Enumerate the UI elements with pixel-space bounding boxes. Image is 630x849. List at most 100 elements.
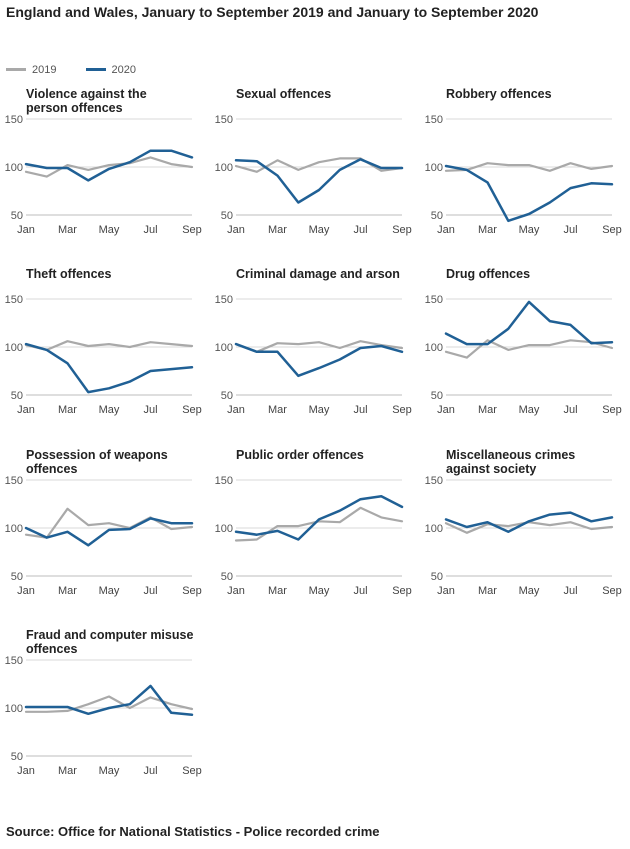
chart-4-x-tick-jan: Jan: [17, 404, 35, 416]
chart-8-y-tick-150: 150: [215, 475, 233, 487]
chart-7-x-tick-jul: Jul: [143, 585, 157, 597]
chart-2-x-tick-jan: Jan: [227, 224, 245, 236]
chart-6-series-2019: [444, 339, 614, 359]
chart-3-x-tick-jan: Jan: [437, 224, 455, 236]
chart-5-x-tick-sep: Sep: [392, 404, 412, 416]
chart-3-y-tick-50: 50: [431, 210, 443, 222]
chart-1-x-tick-sep: Sep: [182, 224, 202, 236]
chart-8-title: Public order offences: [236, 448, 364, 462]
chart-1-y-tick-50: 50: [11, 210, 23, 222]
chart-10-y-tick-100: 100: [5, 703, 23, 715]
chart-5: Criminal damage and arson 50 100 150 Jan Mar M…: [215, 267, 412, 416]
chart-4-x-tick-sep: Sep: [182, 404, 202, 416]
chart-10-series-2020: [24, 684, 194, 716]
chart-3-title: Robbery offences: [446, 87, 552, 101]
chart-1: Violence against the person offences 50 100…: [5, 87, 202, 236]
chart-1-y-tick-150: 150: [5, 114, 23, 126]
chart-3-x-tick-jul: Jul: [563, 224, 577, 236]
chart-3-series-2020: [444, 164, 614, 223]
chart-2-y-tick-150: 150: [215, 114, 233, 126]
chart-5-x-tick-mar: Mar: [268, 404, 287, 416]
chart-8: Public order offences 50 100 150 Jan Mar May Ju…: [215, 448, 412, 597]
chart-2-series-2020: [234, 158, 404, 204]
chart-6-x-tick-may: May: [519, 404, 540, 416]
chart-5-y-tick-100: 100: [215, 342, 233, 354]
chart-7-y-tick-150: 150: [5, 475, 23, 487]
chart-8-y-tick-50: 50: [221, 571, 233, 583]
chart-5-x-tick-jul: Jul: [353, 404, 367, 416]
chart-1-title: Violence against the person offences: [26, 87, 147, 115]
chart-3-x-tick-sep: Sep: [602, 224, 622, 236]
legend-swatch-2019: [6, 68, 26, 71]
chart-3-series-2019: [444, 162, 614, 172]
legend-label-2020: 2020: [111, 63, 137, 76]
chart-5-series-2019: [234, 340, 404, 353]
chart-title: England and Wales, January to September …: [6, 4, 539, 20]
chart-5-x-tick-jan: Jan: [227, 404, 245, 416]
chart-6-title: Drug offences: [446, 267, 530, 281]
chart-9-y-tick-150: 150: [425, 475, 443, 487]
chart-9-x-tick-jan: Jan: [437, 585, 455, 597]
chart-4-y-tick-50: 50: [11, 390, 23, 402]
chart-10-y-tick-150: 150: [5, 655, 23, 667]
chart-4-x-tick-may: May: [99, 404, 120, 416]
chart-3-y-tick-150: 150: [425, 114, 443, 126]
chart-7-x-tick-jan: Jan: [17, 585, 35, 597]
chart-2-y-tick-50: 50: [221, 210, 233, 222]
chart-3-x-tick-mar: Mar: [478, 224, 497, 236]
chart-9-y-tick-50: 50: [431, 571, 443, 583]
chart-6-x-tick-mar: Mar: [478, 404, 497, 416]
chart-6-y-tick-50: 50: [431, 390, 443, 402]
legend-item-2019: 2019: [6, 64, 56, 76]
chart-8-y-tick-100: 100: [215, 523, 233, 535]
chart-4-series-2020: [24, 342, 194, 394]
chart-3: Robbery offences 50 100 150 Jan Mar May Jul Sep: [425, 87, 622, 236]
chart-4-title: Theft offences: [26, 267, 111, 281]
chart-7-y-tick-50: 50: [11, 571, 23, 583]
chart-2-x-tick-sep: Sep: [392, 224, 412, 236]
chart-10: Fraud and computer misuse offences 50 100 15…: [5, 628, 202, 777]
source-note: Source: Office for National Statistics -…: [6, 824, 380, 839]
chart-7-title: Possession of weapons offences: [26, 448, 168, 476]
chart-10-x-tick-sep: Sep: [182, 765, 202, 777]
chart-7-series-2020: [24, 517, 194, 547]
chart-10-title: Fraud and computer misuse offences: [26, 628, 193, 656]
chart-9-series-2020: [444, 511, 614, 534]
legend-swatch-2020: [85, 68, 106, 71]
chart-8-series-2019: [234, 506, 404, 542]
chart-10-x-tick-jan: Jan: [17, 765, 35, 777]
chart-4-y-tick-100: 100: [5, 342, 23, 354]
chart-5-x-tick-may: May: [309, 404, 330, 416]
chart-6-series-2020: [444, 300, 614, 346]
chart-10-x-tick-jul: Jul: [143, 765, 157, 777]
chart-9: Miscellaneous crimes against society 50 100…: [425, 448, 622, 597]
chart-6-x-tick-sep: Sep: [602, 404, 622, 416]
chart-10-y-tick-50: 50: [11, 751, 23, 763]
chart-7-y-tick-100: 100: [5, 523, 23, 535]
chart-8-x-tick-jul: Jul: [353, 585, 367, 597]
chart-1-series-2020: [24, 149, 194, 182]
chart-5-y-tick-50: 50: [221, 390, 233, 402]
legend: 2019 2020: [6, 62, 162, 78]
chart-6-y-tick-100: 100: [425, 342, 443, 354]
chart-3-x-tick-may: May: [519, 224, 540, 236]
chart-7-x-tick-may: May: [99, 585, 120, 597]
chart-9-x-tick-sep: Sep: [602, 585, 622, 597]
chart-2-x-tick-mar: Mar: [268, 224, 287, 236]
chart-2-title: Sexual offences: [236, 87, 331, 101]
chart-6: Drug offences 50 100 150 Jan Mar May Jul Sep: [425, 267, 622, 416]
chart-10-series-2019: [24, 695, 194, 713]
chart-9-x-tick-mar: Mar: [478, 585, 497, 597]
chart-2-series-2019: [234, 157, 404, 173]
chart-4-y-tick-150: 150: [5, 294, 23, 306]
chart-2-y-tick-100: 100: [215, 162, 233, 174]
chart-7-x-tick-sep: Sep: [182, 585, 202, 597]
chart-8-series-2020: [234, 495, 404, 541]
chart-1-x-tick-jul: Jul: [143, 224, 157, 236]
legend-item-2020: 2020: [85, 63, 137, 76]
chart-1-x-tick-may: May: [99, 224, 120, 236]
chart-5-title: Criminal damage and arson: [236, 267, 400, 281]
legend-label-2019: 2019: [32, 63, 57, 76]
chart-9-title: Miscellaneous crimes against society: [446, 448, 575, 476]
chart-7: Possession of weapons offences 50 100 150 Jan…: [5, 448, 202, 597]
